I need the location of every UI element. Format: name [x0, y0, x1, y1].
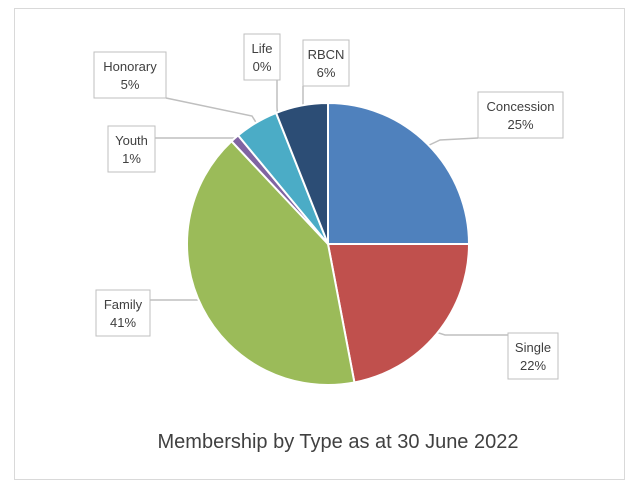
callout-box	[107, 125, 156, 173]
leader-line-honorary	[165, 97, 259, 127]
callout-concession: Concession 25%	[477, 91, 564, 139]
pie-slice-single	[326, 243, 471, 384]
slice-percent: 0%	[253, 59, 272, 74]
slice-label: Family	[104, 297, 143, 312]
callout-box	[302, 39, 350, 87]
slice-percent: 5%	[121, 77, 140, 92]
callout-box	[477, 91, 564, 139]
callout-box	[243, 33, 281, 81]
callout-box	[93, 51, 167, 99]
pie-slice-concession	[327, 101, 471, 245]
callout-rbcn: RBCN 6%	[302, 39, 350, 87]
callout-life: Life 0%	[243, 33, 281, 81]
pie-slices	[186, 101, 471, 386]
slice-label: Concession	[487, 99, 555, 114]
slice-label: Life	[252, 41, 273, 56]
slice-label: Single	[515, 340, 551, 355]
callout-honorary: Honorary 5%	[93, 51, 167, 99]
pie-chart: Concession 25% Single 22% Family 41% Youth 1% Ho…	[93, 33, 564, 453]
pie-slice-rbcn	[274, 101, 329, 245]
leader-line-life	[276, 80, 279, 117]
slice-percent: 6%	[317, 65, 336, 80]
slice-percent: 1%	[122, 151, 141, 166]
callout-family: Family 41%	[95, 289, 151, 337]
callout-box	[507, 332, 559, 380]
leader-line-youth	[155, 137, 239, 142]
leader-line-single	[433, 330, 508, 336]
callout-youth: Youth 1%	[107, 125, 156, 173]
slice-label: RBCN	[308, 47, 345, 62]
slice-label: Honorary	[103, 59, 157, 74]
callout-box	[95, 289, 151, 337]
leader-line-family	[150, 299, 207, 307]
slice-percent: 25%	[507, 117, 533, 132]
data-callouts: Concession 25% Single 22% Family 41% Youth 1% Ho…	[93, 33, 564, 380]
slice-label: Youth	[115, 133, 148, 148]
slice-percent: 22%	[520, 358, 546, 373]
slice-percent: 41%	[110, 315, 136, 330]
chart-title: Membership by Type as at 30 June 2022	[158, 431, 519, 453]
pie-slice-family	[186, 139, 356, 386]
callout-single: Single 22%	[507, 332, 559, 380]
leader-line-concession	[424, 137, 479, 148]
